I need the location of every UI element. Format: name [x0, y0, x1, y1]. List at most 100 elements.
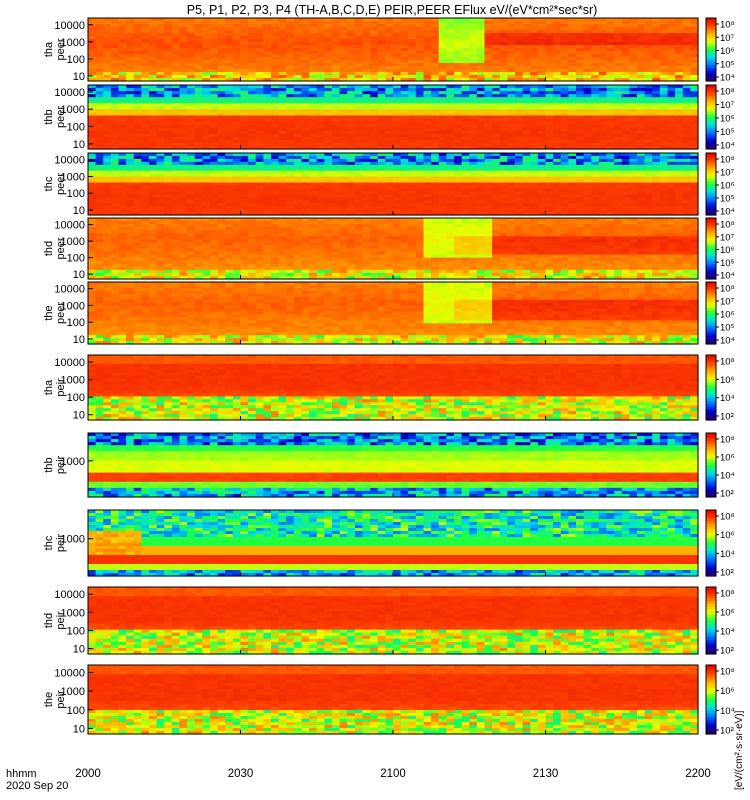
heatmap-cell: [278, 121, 287, 126]
heatmap-cell: [682, 127, 691, 132]
heatmap-cell: [149, 115, 158, 120]
heatmap-cell: [530, 33, 539, 37]
heatmap-cell: [309, 51, 318, 55]
heatmap-cell: [248, 191, 257, 195]
heatmap-cell: [141, 63, 150, 67]
heatmap-cell: [202, 21, 211, 25]
heatmap-cell: [95, 69, 104, 73]
heatmap-cell: [95, 191, 104, 195]
heatmap-cell: [187, 115, 196, 120]
heatmap-cell: [652, 97, 661, 101]
heatmap-cell: [263, 100, 272, 104]
heatmap-cell: [88, 85, 97, 89]
heatmap-cell: [133, 121, 142, 126]
heatmap-cell: [576, 145, 585, 150]
heatmap-cell: [431, 118, 440, 123]
heatmap-cell: [202, 130, 211, 135]
heatmap-cell: [95, 100, 104, 104]
heatmap-cell: [210, 33, 219, 37]
heatmap-cell: [301, 212, 310, 216]
heatmap-cell: [210, 212, 219, 216]
heatmap-cell: [187, 118, 196, 123]
heatmap-cell: [637, 127, 646, 132]
heatmap-cell: [629, 212, 638, 216]
heatmap-cell: [454, 167, 463, 172]
heatmap-cell: [400, 161, 409, 166]
heatmap-cell: [332, 42, 341, 46]
heatmap-cell: [332, 139, 341, 144]
heatmap-cell: [614, 45, 623, 49]
heatmap-cell: [110, 161, 120, 166]
heatmap-cell: [629, 206, 638, 210]
heatmap-cell: [667, 51, 676, 55]
heatmap-cell: [568, 170, 577, 175]
heatmap-cell: [110, 136, 120, 141]
heatmap-cell: [629, 42, 638, 46]
heatmap-cell: [568, 60, 577, 64]
heatmap-cell: [454, 115, 463, 120]
heatmap-cell: [675, 145, 684, 150]
heatmap-cell: [301, 75, 310, 79]
heatmap-cell: [316, 103, 325, 107]
heatmap-cell: [248, 94, 257, 98]
heatmap-cell: [217, 42, 226, 46]
heatmap-cell: [515, 69, 524, 73]
heatmap-cell: [354, 72, 364, 76]
heatmap-cell: [408, 145, 417, 150]
heatmap-cell: [492, 57, 501, 61]
heatmap-cell: [377, 66, 386, 70]
heatmap-cell: [271, 170, 280, 175]
heatmap-cell: [263, 124, 272, 129]
heatmap-cell: [522, 158, 531, 163]
heatmap-cell: [454, 145, 463, 150]
heatmap-cell: [591, 124, 600, 129]
heatmap-cell: [339, 200, 348, 204]
heatmap-cell: [316, 127, 325, 132]
heatmap-cell: [499, 188, 508, 192]
heatmap-cell: [408, 78, 417, 82]
heatmap-cell: [423, 127, 432, 132]
heatmap-cell: [88, 173, 97, 178]
heatmap-cell: [370, 54, 379, 58]
heatmap-cell: [354, 118, 364, 123]
heatmap-cell: [446, 88, 455, 92]
heatmap-cell: [263, 27, 272, 31]
heatmap-cell: [415, 42, 425, 46]
heatmap-cell: [110, 200, 120, 204]
heatmap-cell: [339, 176, 348, 181]
heatmap-cell: [225, 173, 234, 178]
heatmap-cell: [408, 161, 417, 166]
heatmap-cell: [537, 36, 547, 40]
heatmap-cell: [95, 72, 104, 76]
heatmap-cell: [293, 136, 303, 141]
heatmap-cell: [271, 115, 280, 120]
heatmap-cell: [95, 18, 104, 22]
heatmap-cell: [621, 27, 630, 31]
heatmap-cell: [149, 88, 158, 92]
heatmap-cell: [263, 209, 272, 213]
heatmap-cell: [431, 191, 440, 195]
heatmap-cell: [301, 139, 310, 144]
heatmap-cell: [248, 30, 257, 34]
heatmap-cell: [492, 197, 501, 201]
heatmap-cell: [194, 60, 203, 64]
heatmap-cell: [126, 179, 135, 184]
heatmap-cell: [194, 91, 203, 95]
heatmap-cell: [644, 21, 653, 25]
heatmap-cell: [255, 197, 264, 201]
heatmap-cell: [377, 206, 386, 210]
heatmap-cell: [354, 109, 364, 114]
heatmap-cell: [141, 200, 150, 204]
heatmap-cell: [110, 48, 120, 52]
heatmap-cell: [454, 18, 463, 22]
heatmap-cell: [202, 57, 211, 61]
heatmap-cell: [423, 88, 432, 92]
heatmap-cell: [423, 182, 432, 187]
heatmap-cell: [232, 97, 242, 101]
heatmap-cell: [110, 21, 120, 25]
heatmap-cell: [476, 173, 486, 178]
heatmap-cell: [187, 24, 196, 28]
heatmap-cell: [606, 112, 615, 117]
heatmap-cell: [377, 106, 386, 110]
heatmap-cell: [400, 164, 409, 169]
